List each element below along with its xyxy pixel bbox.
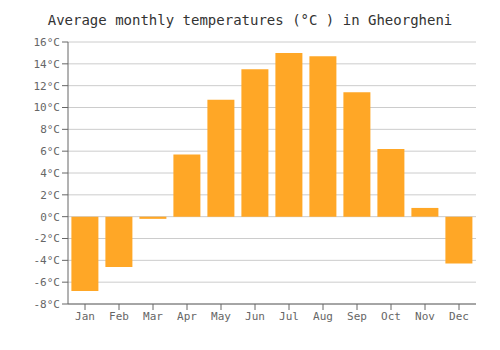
svg-text:Jan: Jan <box>75 310 95 323</box>
svg-text:Nov: Nov <box>415 310 435 323</box>
svg-text:8°C: 8°C <box>40 123 60 136</box>
svg-text:16°C: 16°C <box>34 36 61 49</box>
svg-text:Dec: Dec <box>449 310 469 323</box>
svg-text:2°C: 2°C <box>40 189 60 202</box>
svg-text:-6°C: -6°C <box>34 276 61 289</box>
svg-text:Sep: Sep <box>347 310 367 323</box>
svg-text:-4°C: -4°C <box>34 254 61 267</box>
svg-text:-2°C: -2°C <box>34 232 61 245</box>
svg-text:Aug: Aug <box>313 310 333 323</box>
svg-text:-8°C: -8°C <box>34 298 61 311</box>
svg-text:4°C: 4°C <box>40 167 60 180</box>
svg-text:Jun: Jun <box>245 310 265 323</box>
svg-text:12°C: 12°C <box>34 80 61 93</box>
svg-text:Apr: Apr <box>177 310 197 323</box>
html-text:Average monthly temperatures (: Average monthly temperatures (°C ) in Gh… <box>47 12 453 28</box>
svg-text:6°C: 6°C <box>40 145 60 158</box>
svg-text:Oct: Oct <box>381 310 401 323</box>
svg-text:Feb: Feb <box>109 310 129 323</box>
svg-text:Mar: Mar <box>143 310 163 323</box>
svg-text:May: May <box>211 310 231 323</box>
svg-text:0°C: 0°C <box>40 211 60 224</box>
svg-text:Jul: Jul <box>279 310 299 323</box>
svg-text:10°C: 10°C <box>34 101 61 114</box>
svg-text:14°C: 14°C <box>34 58 61 71</box>
